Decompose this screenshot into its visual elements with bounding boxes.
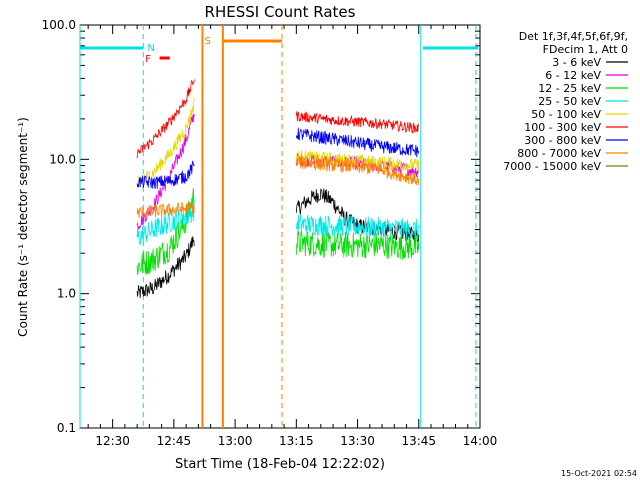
legend-entry-label: 6 - 12 keV	[545, 69, 601, 82]
y-tick-label: 0.1	[57, 421, 76, 435]
x-tick-label: 13:30	[340, 434, 375, 448]
legend-entry-label: 7000 - 15000 keV	[503, 160, 601, 173]
series-line-6-seg-0	[136, 160, 195, 189]
series-line-7-seg-0	[136, 201, 195, 219]
series-line-6-seg-1	[295, 127, 420, 158]
legend-entry-label: 3 - 6 keV	[552, 56, 601, 69]
footer-timestamp: 15-Oct-2021 02:54	[561, 469, 637, 478]
series-line-2-seg-1	[295, 230, 420, 261]
flag-label-s: S	[204, 36, 210, 47]
series-line-5-seg-0	[136, 79, 195, 159]
legend-entry-label: 12 - 25 keV	[538, 82, 601, 95]
y-axis-label: Count Rate (s⁻¹ detector segment⁻¹)	[16, 117, 30, 337]
legend-entry-label: 800 - 7000 keV	[517, 147, 601, 160]
legend-entry-label: 50 - 100 keV	[531, 108, 601, 121]
x-tick-label: 14:00	[463, 434, 498, 448]
legend-entry-label: 100 - 300 keV	[524, 121, 601, 134]
legend-header-line: FDecim 1, Att 0	[543, 43, 628, 56]
x-tick-label: 12:30	[95, 434, 130, 448]
y-tick-label: 1.0	[57, 287, 76, 301]
chart-title: RHESSI Count Rates	[205, 3, 356, 21]
series-line-4-seg-1	[295, 149, 420, 173]
x-tick-label: 13:45	[401, 434, 436, 448]
series-line-3-seg-1	[295, 213, 420, 240]
series-line-4-seg-0	[136, 98, 195, 187]
flag-label-f: F	[145, 54, 151, 65]
legend-header-line: Det 1f,3f,4f,5f,6f,9f,	[519, 30, 628, 43]
plot-area: 0.1 1.0 10.0 100.0 12:30 12:45 13:00 13:15 13:30…	[42, 18, 498, 448]
x-axis-label: Start Time (18-Feb-04 12:22:02)	[175, 457, 385, 472]
y-tick-label: 100.0	[42, 18, 76, 32]
x-tick-label: 13:00	[218, 434, 253, 448]
legend: Det 1f,3f,4f,5f,6f,9f,FDecim 1, Att 03 -…	[503, 30, 628, 173]
series-line-3-seg-0	[136, 199, 195, 246]
y-tick-label: 10.0	[49, 152, 76, 166]
flag-label-n: N	[147, 43, 154, 54]
x-tick-label: 13:15	[279, 434, 314, 448]
series-line-7-seg-1	[296, 156, 420, 186]
legend-entry-label: 300 - 800 keV	[524, 134, 601, 147]
series-line-0-seg-0	[136, 236, 195, 298]
legend-entry-label: 25 - 50 keV	[538, 95, 601, 108]
series-line-5-seg-1	[295, 111, 420, 134]
x-tick-label: 12:45	[157, 434, 192, 448]
series-line-2-seg-0	[136, 187, 195, 276]
